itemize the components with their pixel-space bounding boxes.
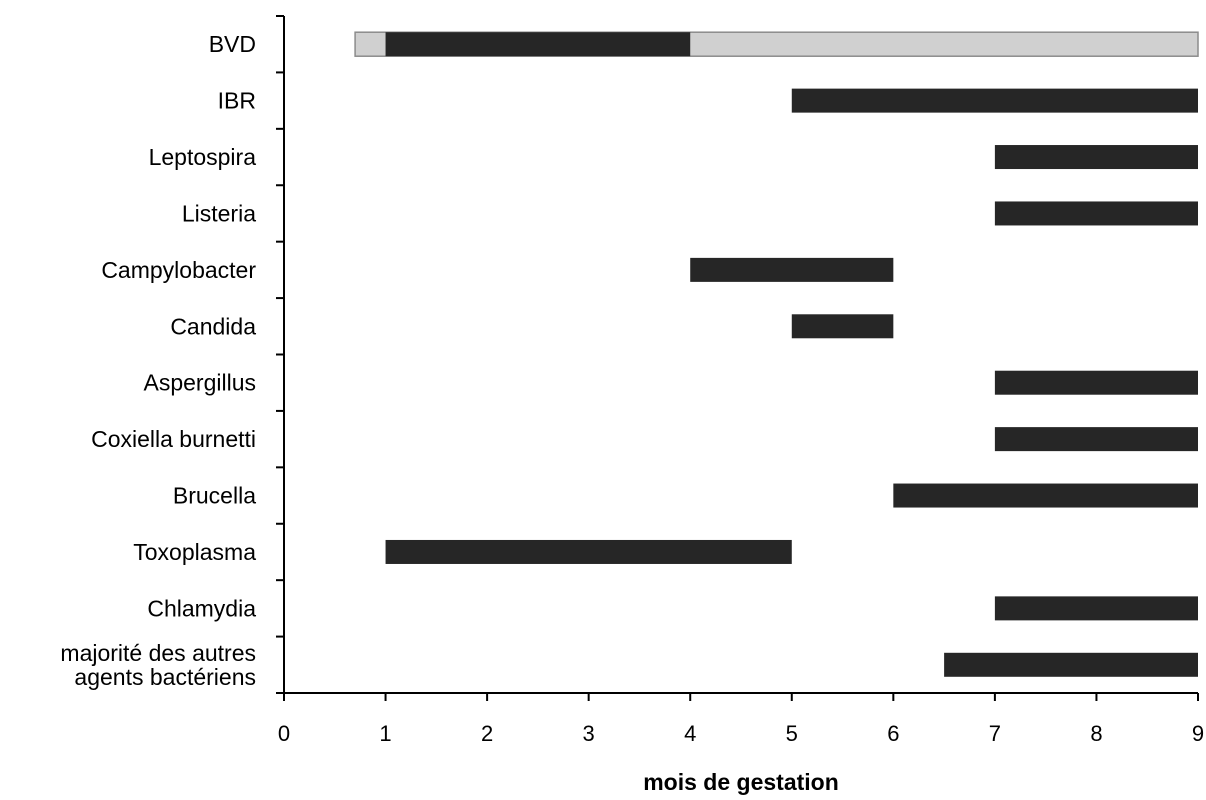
range-bar-2 (994, 145, 1198, 170)
x-tick-label: 3 (583, 721, 595, 746)
category-label: Leptospira (149, 144, 257, 170)
category-label: Toxoplasma (133, 539, 256, 565)
x-tick-label: 6 (887, 721, 899, 746)
x-tick-label: 1 (379, 721, 391, 746)
x-axis-title: mois de gestation (643, 769, 839, 795)
category-labels: BVD IBR Leptospira Listeria Campylobacter Can… (60, 31, 256, 690)
range-bar-6 (994, 370, 1198, 395)
range-bar-5 (791, 314, 894, 339)
range-bar-7 (994, 427, 1198, 452)
x-tick-label: 0 (278, 721, 290, 746)
axes (276, 15, 1199, 701)
category-label: Coxiella burnetti (91, 426, 256, 452)
range-bar-4 (690, 257, 894, 282)
range-bar-3 (994, 201, 1198, 226)
category-label: Chlamydia (147, 595, 256, 621)
range-bars (385, 32, 1198, 677)
category-label: Listeria (182, 200, 256, 226)
range-bar-10 (994, 596, 1198, 621)
x-tick-labels: 0 1 2 3 4 5 6 7 8 9 (278, 721, 1204, 746)
x-tick-label: 9 (1192, 721, 1204, 746)
range-bar-8 (893, 483, 1198, 508)
category-label: Brucella (173, 483, 256, 509)
x-tick-label: 8 (1090, 721, 1102, 746)
category-label: agents bactériens (74, 664, 256, 690)
range-bar-1 (791, 88, 1198, 113)
x-tick-label: 5 (786, 721, 798, 746)
category-label: Candida (170, 313, 256, 339)
category-label: IBR (218, 88, 256, 114)
range-bar-9 (385, 539, 792, 564)
x-tick-label: 4 (684, 721, 696, 746)
category-label: majorité des autres (60, 640, 256, 666)
category-label: BVD (209, 31, 256, 57)
range-bar-11 (944, 652, 1198, 677)
x-tick-label: 7 (989, 721, 1001, 746)
category-label: Aspergillus (144, 370, 257, 396)
x-tick-label: 2 (481, 721, 493, 746)
range-bar-0 (385, 32, 691, 57)
category-label: Campylobacter (101, 257, 256, 283)
